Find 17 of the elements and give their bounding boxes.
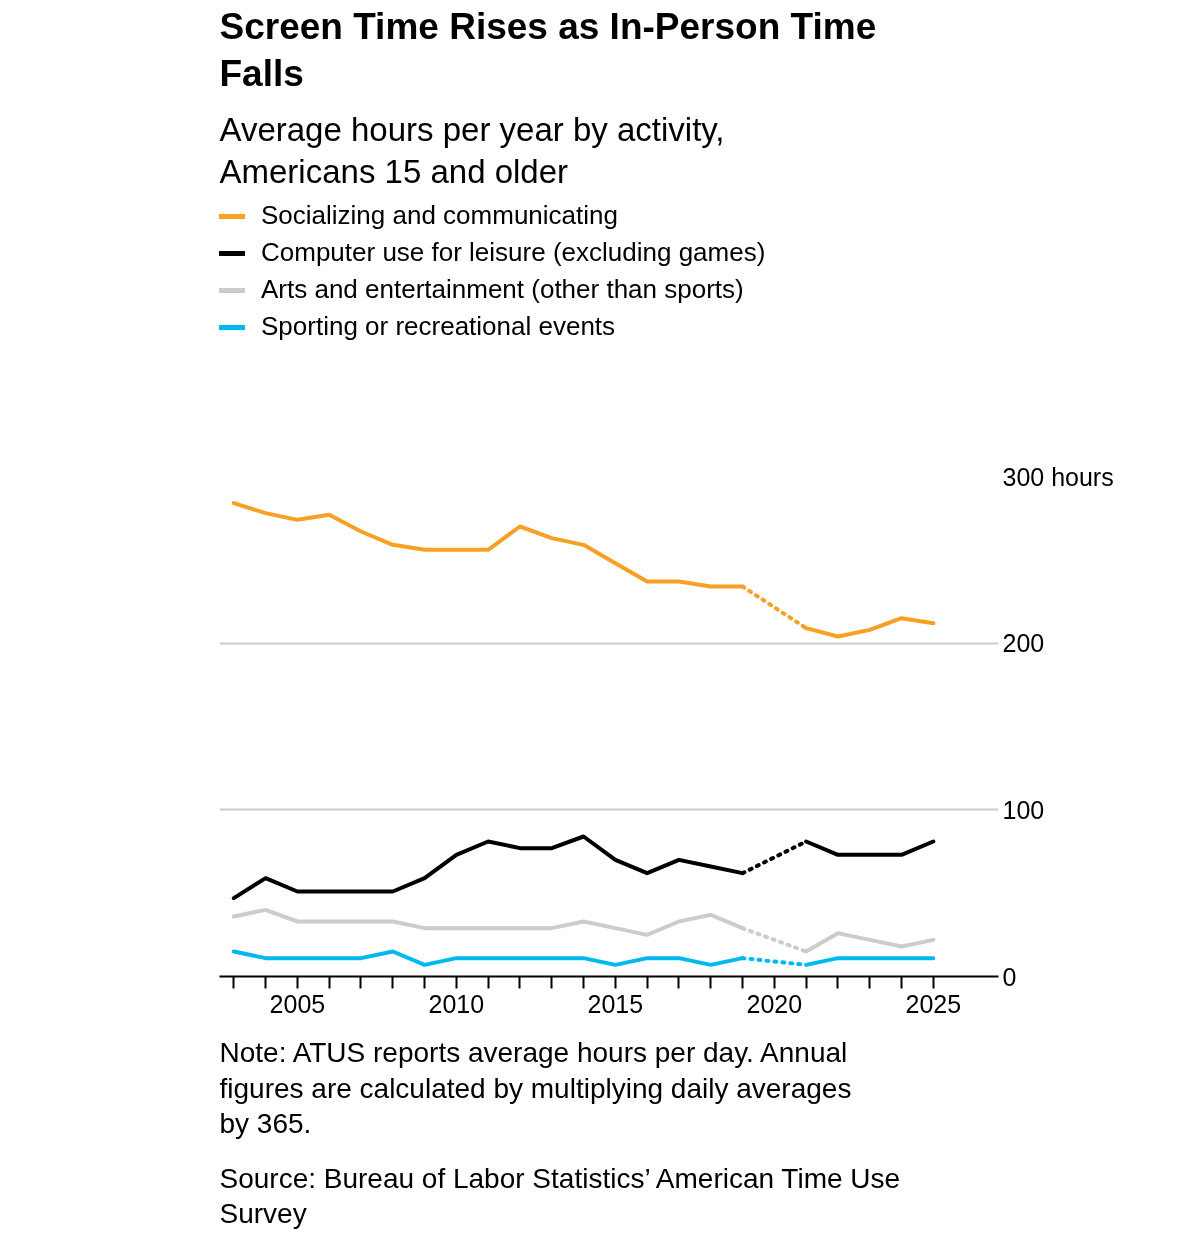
chart-subtitle: Average hours per year by activity, Americans 15 and older — [219, 110, 725, 191]
chart-title: Screen Time Rises as In-Person Time Falls — [219, 6, 877, 95]
x-tick-label: 2015 — [587, 989, 644, 1018]
legend-label: Computer use for leisure (excluding games) — [261, 237, 766, 268]
legend-label: Sporting or recreational events — [261, 311, 616, 342]
x-tick-label: 2025 — [905, 989, 962, 1018]
y-tick-label: 100 — [1002, 795, 1045, 824]
y-tick-label: 0 — [1002, 962, 1017, 991]
source-note: Source: Bureau of Labor Statistics’ American Time Use Survey — [219, 1162, 901, 1230]
x-tick-label: 2020 — [746, 989, 803, 1018]
text: Note: ATUS reports average hours per day. Annual figures are calculated by multiplying daily averages by 365. — [219, 1037, 852, 1140]
x-tick-label: 2010 — [428, 989, 485, 1018]
y-tick-label: 300 hours — [1002, 462, 1114, 491]
legend-label: Socializing and communicating — [261, 200, 618, 231]
y-tick-label: 200 — [1002, 629, 1045, 658]
legend-label: Arts and entertainment (other than sports) — [261, 274, 744, 305]
x-tick-label: 2005 — [269, 989, 326, 1018]
